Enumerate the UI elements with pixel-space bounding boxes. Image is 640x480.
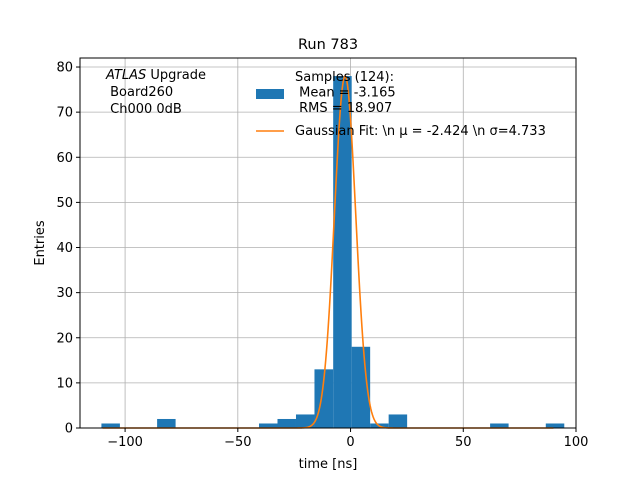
legend-samples-line: Samples (124): xyxy=(295,70,394,85)
x-axis-ticks: −100 −50 0 50 100 xyxy=(107,428,588,450)
histogram-bar xyxy=(490,423,509,428)
histogram-bar xyxy=(545,423,565,428)
legend-samples-line: RMS = 18.907 xyxy=(295,101,392,116)
x-tick-label: 100 xyxy=(564,435,589,450)
y-tick-label: 0 xyxy=(65,422,73,437)
x-axis-label: time [ns] xyxy=(299,457,358,472)
legend-samples-swatch xyxy=(256,89,284,99)
histogram-bar xyxy=(259,423,278,428)
annotation-line-2: Board260 xyxy=(106,85,173,100)
annotation-line-1: ATLAS Upgrade xyxy=(105,68,206,83)
chart-title: Run 783 xyxy=(298,37,358,53)
histogram-bar xyxy=(295,414,315,428)
histogram-bar xyxy=(277,418,296,428)
histogram-bars xyxy=(101,76,565,429)
x-tick-label: 50 xyxy=(455,435,472,450)
y-tick-label: 30 xyxy=(56,286,73,301)
histogram-bar xyxy=(314,369,334,428)
y-axis-label: Entries xyxy=(33,220,48,266)
plot-frame xyxy=(79,57,577,429)
annotation-upgrade: Upgrade xyxy=(146,68,206,83)
histogram-bar xyxy=(333,76,352,429)
y-tick-label: 50 xyxy=(56,196,73,211)
y-tick-label: 70 xyxy=(56,106,73,121)
annotation-atlas: ATLAS xyxy=(105,68,146,83)
y-tick-label: 10 xyxy=(56,376,73,391)
y-tick-label: 80 xyxy=(56,61,73,76)
y-tick-label: 40 xyxy=(56,241,73,256)
atlas-annotation: ATLAS Upgrade Board260 Ch000 0dB xyxy=(105,68,206,117)
legend-fit-label: Gaussian Fit: \n μ = -2.424 \n σ=4.733 xyxy=(295,124,546,139)
histogram-bar xyxy=(388,414,408,428)
legend: Samples (124): Mean = -3.165 RMS = 18.90… xyxy=(256,70,546,139)
y-axis-ticks: 0 10 20 30 40 50 60 70 80 xyxy=(56,61,80,437)
legend-samples-line: Mean = -3.165 xyxy=(295,86,396,101)
x-tick-label: −100 xyxy=(107,435,143,450)
legend-samples-label: Samples (124): Mean = -3.165 RMS = 18.90… xyxy=(295,70,396,116)
histogram-bar xyxy=(157,418,176,428)
histogram-bar xyxy=(101,423,120,428)
y-tick-label: 20 xyxy=(56,331,73,346)
x-tick-label: 0 xyxy=(346,435,354,450)
y-tick-label: 60 xyxy=(56,151,73,166)
x-tick-label: −50 xyxy=(224,435,251,450)
annotation-line-3: Ch000 0dB xyxy=(106,102,182,117)
